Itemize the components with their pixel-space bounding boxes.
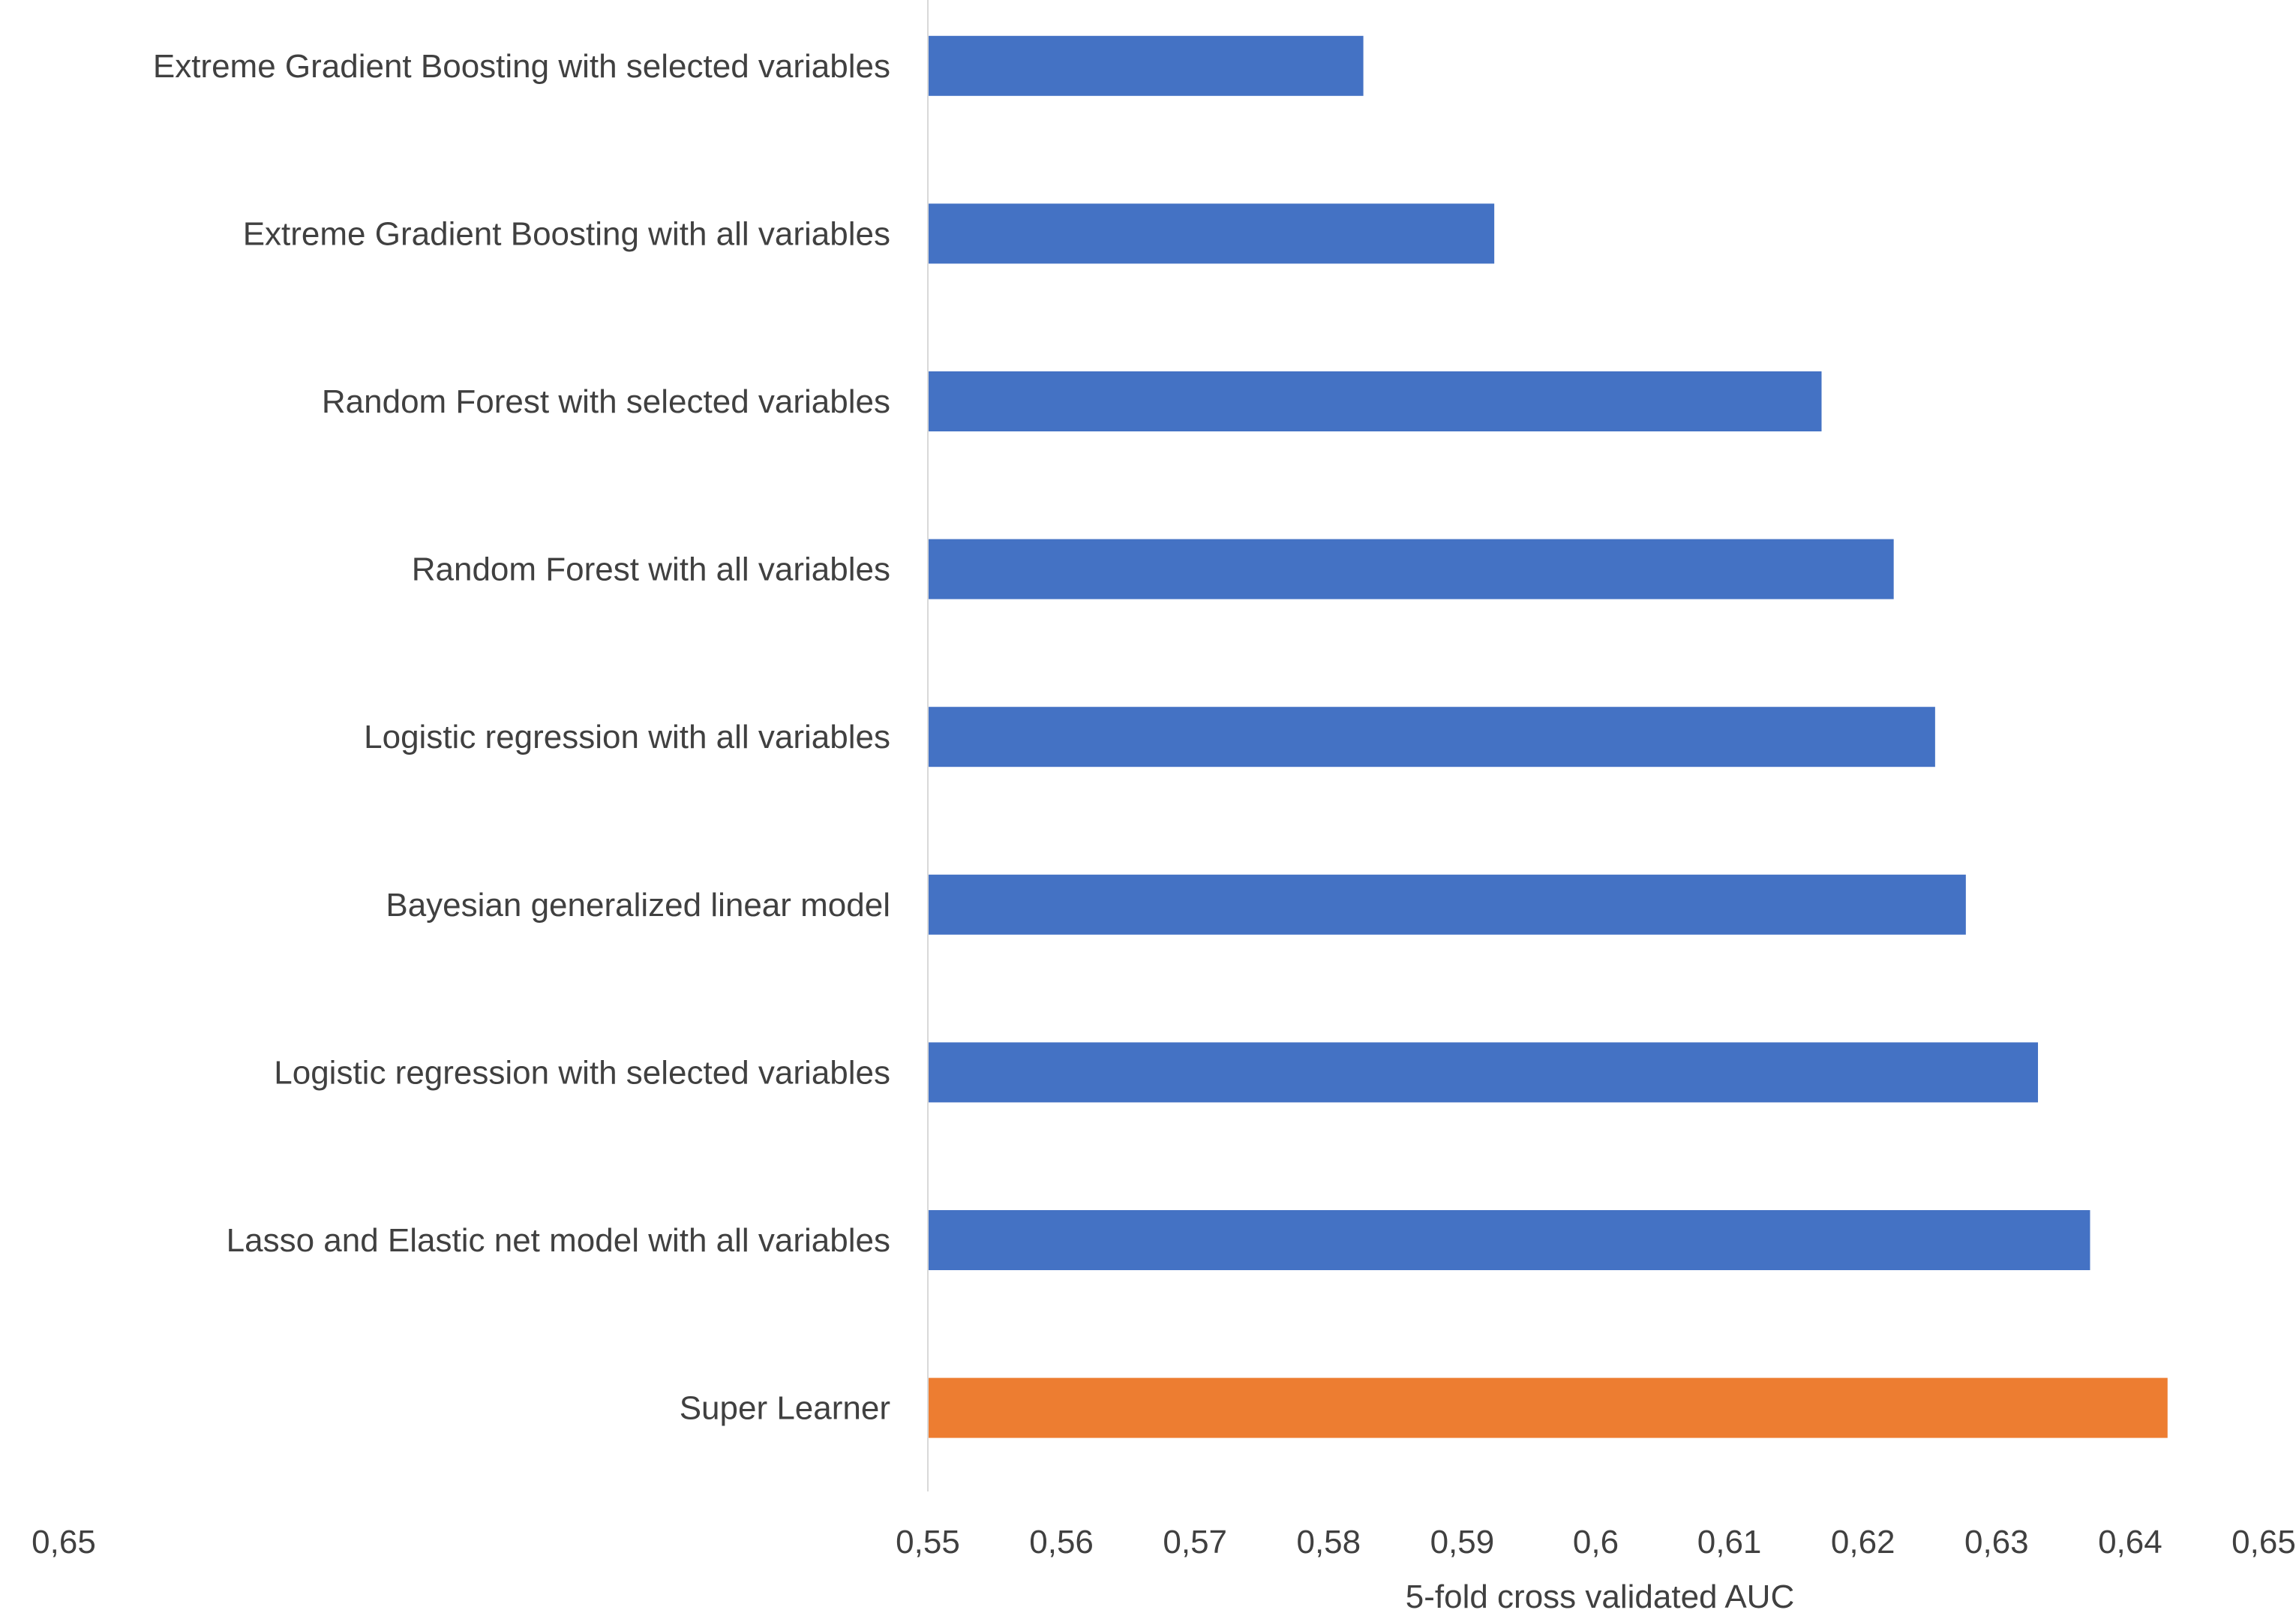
bar-9 — [928, 1377, 2168, 1438]
category-label-8: Lasso and Elastic net model with all var… — [227, 1222, 890, 1259]
category-label-6: Bayesian generalized linear model — [386, 887, 890, 924]
bar-2 — [928, 203, 1495, 264]
bar-6 — [928, 874, 1966, 935]
x-tick-label-3: 0,57 — [1163, 1524, 1227, 1560]
bar-1 — [928, 35, 1364, 96]
category-label-2: Extreme Gradient Boosting with all varia… — [243, 215, 890, 252]
x-tick-label-5: 0,59 — [1430, 1524, 1495, 1560]
bar-8 — [928, 1210, 2090, 1270]
x-tick-label-4: 0,58 — [1296, 1524, 1361, 1560]
category-label-9: Super Learner — [680, 1390, 890, 1427]
bars-group — [928, 35, 2168, 1438]
category-label-1: Extreme Gradient Boosting with selected … — [153, 48, 890, 85]
bar-7 — [928, 1042, 2039, 1103]
x-tick-label-9: 0,63 — [1964, 1524, 2029, 1560]
category-label-7: Logistic regression with selected variab… — [274, 1054, 890, 1091]
category-label-3: Random Forest with selected variables — [322, 383, 890, 420]
category-label-5: Logistic regression with all variables — [364, 719, 890, 755]
category-labels-group: Extreme Gradient Boosting with selected … — [153, 48, 890, 1427]
bar-5 — [928, 707, 1935, 767]
x-tick-label-6: 0,6 — [1573, 1524, 1619, 1560]
category-label-4: Random Forest with all variables — [412, 551, 890, 588]
x-extra-tick-label: 0,65 — [32, 1524, 96, 1560]
x-tick-label-1: 0,55 — [896, 1524, 960, 1560]
x-tick-labels-group: 0,55 0,56 0,57 0,58 0,59 0,6 0,61 0,62 0,63 0,64 0… — [896, 1524, 2296, 1560]
x-tick-label-7: 0,61 — [1697, 1524, 1762, 1560]
x-tick-label-2: 0,56 — [1029, 1524, 1094, 1560]
x-tick-label-8: 0,62 — [1831, 1524, 1895, 1560]
x-tick-label-11: 0,65 — [2231, 1524, 2296, 1560]
x-axis-title: 5-fold cross validated AUC — [1406, 1578, 1794, 1613]
bar-4 — [928, 539, 1894, 599]
bar-3 — [928, 371, 1822, 431]
x-tick-label-10: 0,64 — [2098, 1524, 2162, 1560]
